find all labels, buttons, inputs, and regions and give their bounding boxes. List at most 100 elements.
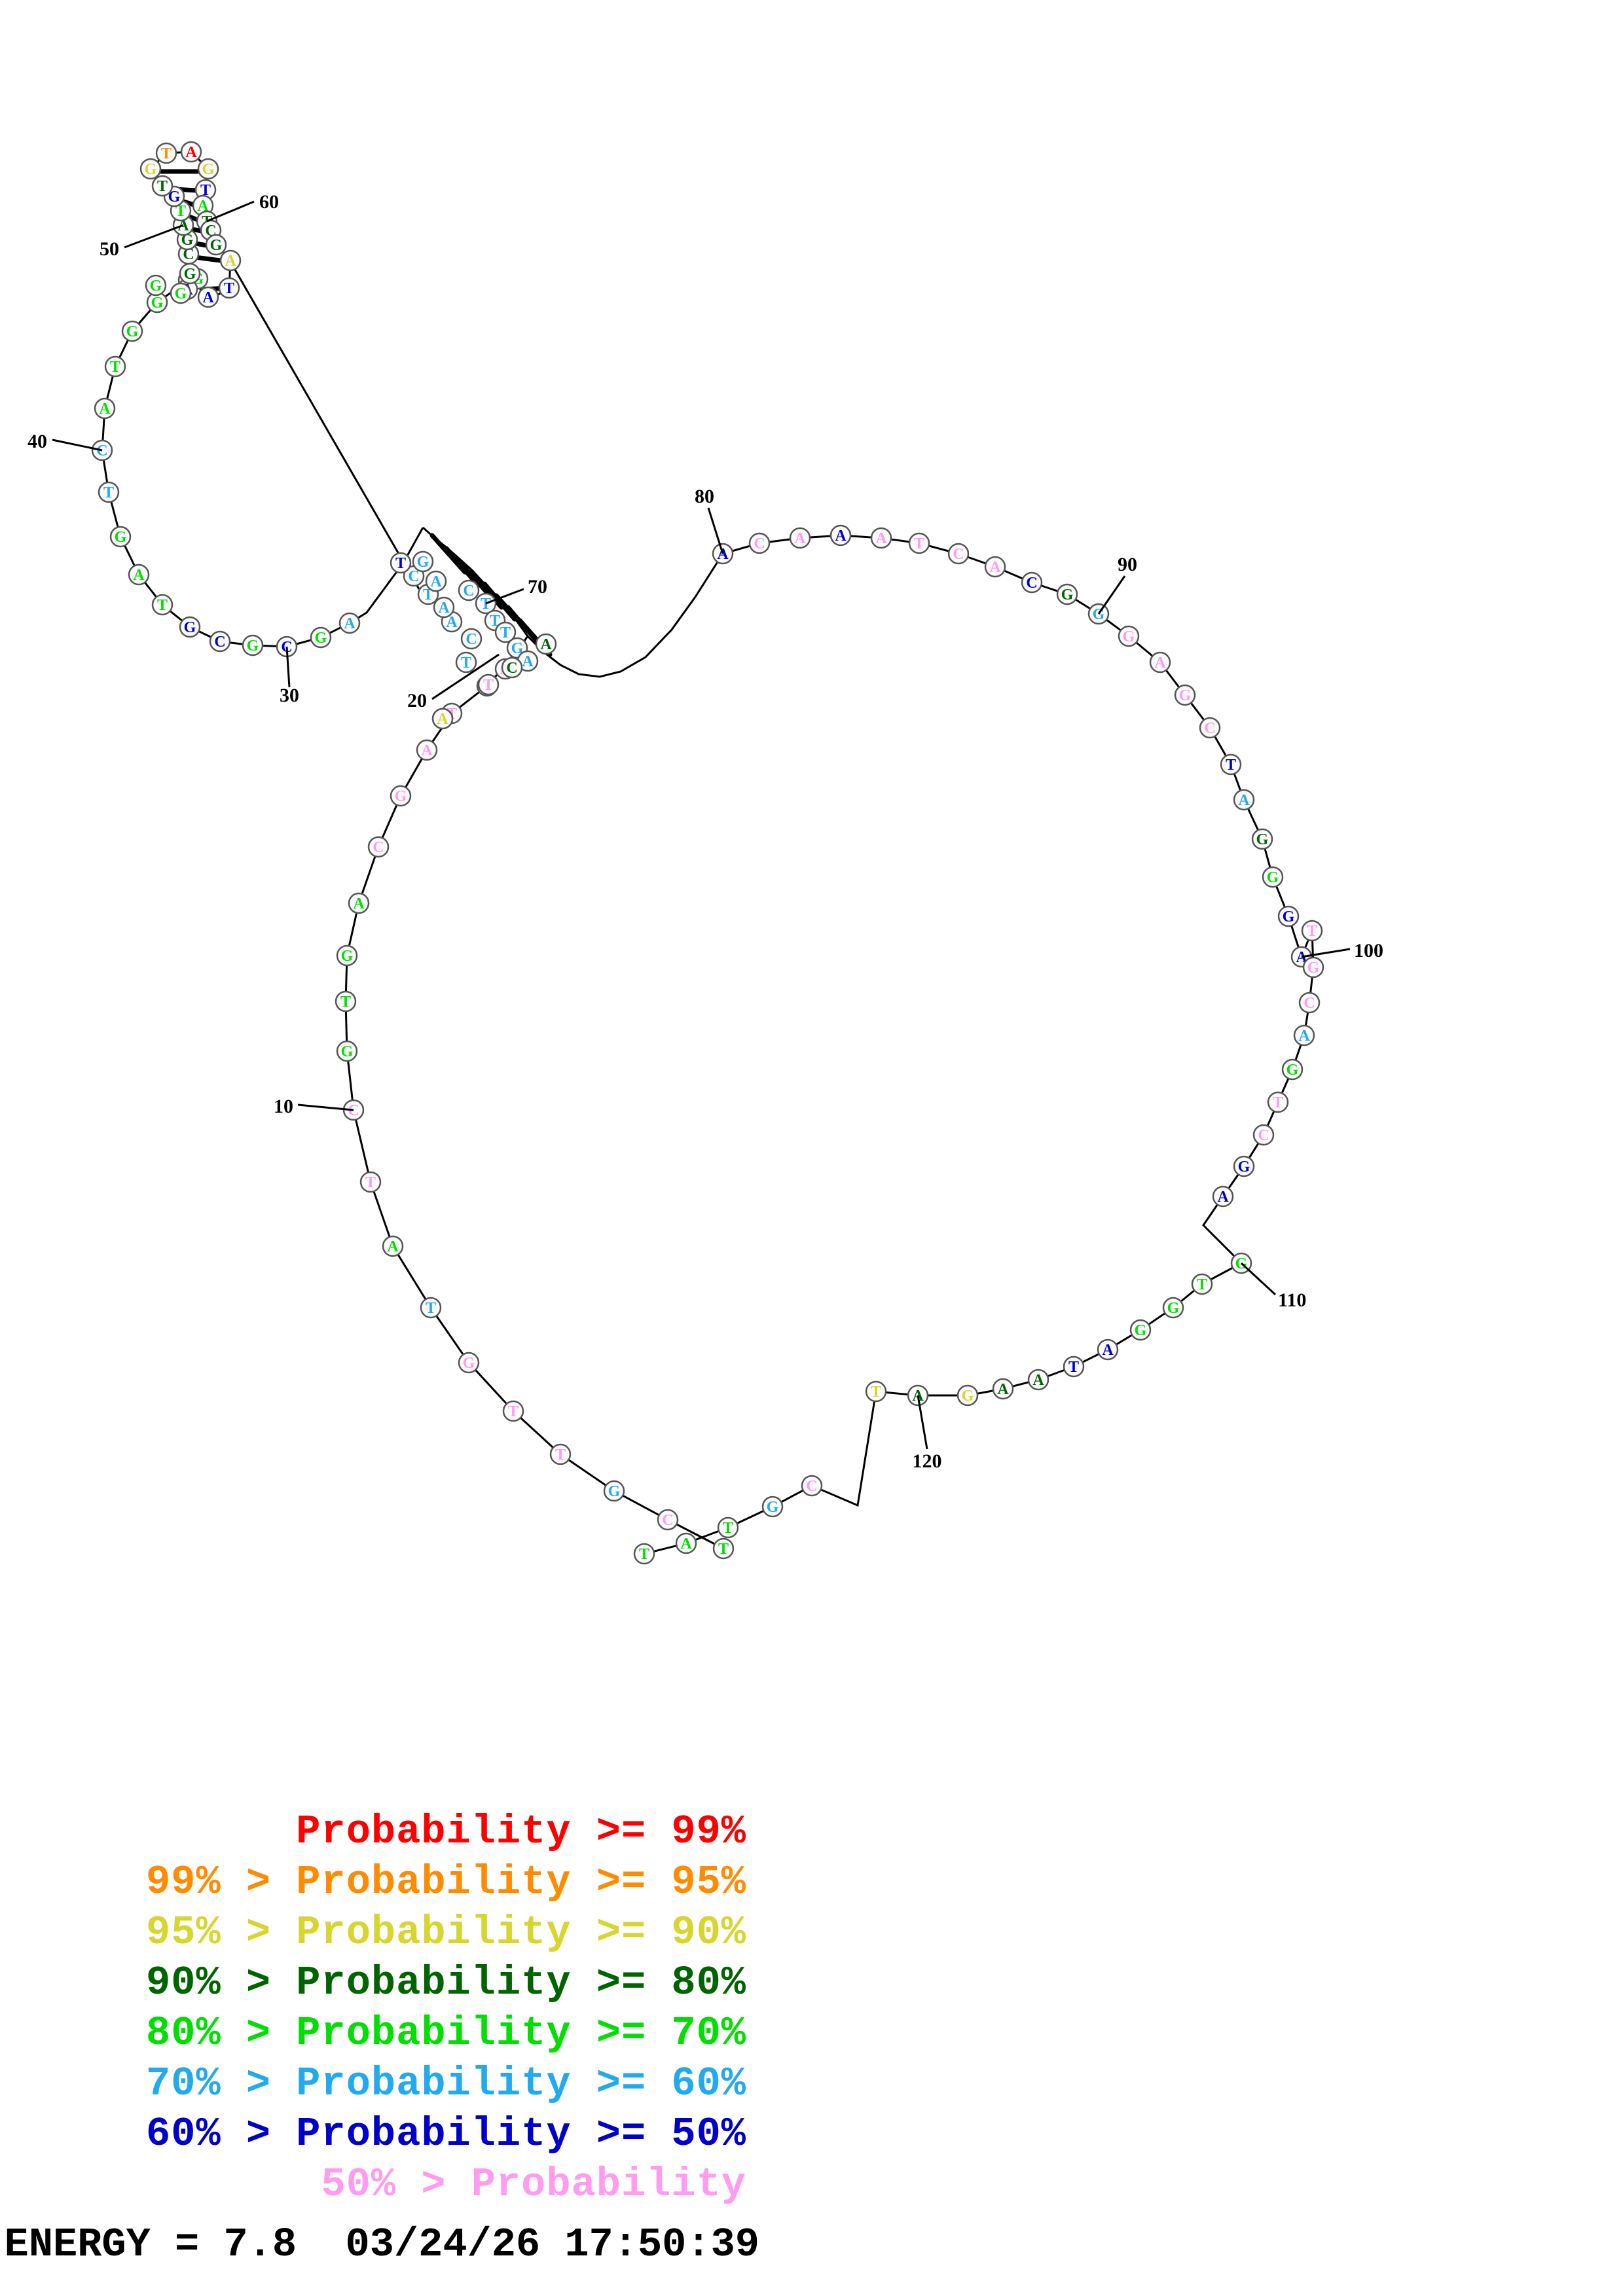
base-letter: T (365, 1174, 376, 1191)
legend-label: Probability >= 99% (296, 1808, 746, 1855)
base-circle (633, 1543, 655, 1565)
base-circle (1281, 1058, 1304, 1081)
base-letter: A (202, 289, 214, 306)
base-circle (535, 633, 557, 655)
base-node: T (155, 142, 177, 164)
base-circle (789, 527, 811, 549)
base-node: A (94, 397, 116, 420)
base-circle (128, 564, 150, 586)
base-circle (139, 158, 162, 180)
position-leader-line (297, 1103, 354, 1111)
base-circle (205, 234, 227, 256)
base-circle (1301, 920, 1323, 942)
base-node: G (1233, 1155, 1255, 1177)
base-circle (801, 1475, 823, 1497)
base-node: C (657, 1509, 679, 1531)
base-circle (1118, 625, 1140, 647)
base-circle (433, 596, 455, 619)
base-letter: G (168, 188, 181, 206)
legend-label: 99% > Probability >= 95% (146, 1859, 746, 1905)
base-node: C (458, 579, 480, 601)
base-circle (412, 550, 434, 573)
position-leader-line (124, 224, 184, 249)
position-label-100: 100 (1354, 940, 1383, 961)
base-circle (957, 1384, 979, 1407)
base-circle (335, 990, 357, 1013)
base-letter: G (1283, 908, 1295, 925)
base-letter: G (1123, 628, 1135, 645)
base-circle (218, 277, 240, 299)
base-nodes: TCGTTGTATCGTGACGATATTCAATACGTCGAGCGTAGTC… (91, 141, 1324, 1565)
base-letter: T (1226, 757, 1236, 774)
base-node: G (109, 526, 132, 548)
base-letter: A (225, 253, 236, 270)
base-letter: T (157, 178, 168, 195)
legend-row: 80% > Probability >= 70% (0, 2008, 1623, 2058)
base-circle (712, 1537, 735, 1560)
position-label-60: 60 (259, 191, 279, 213)
base-letter: C (96, 442, 107, 459)
base-node: G (458, 1352, 480, 1374)
base-node: C (460, 628, 483, 650)
legend-label: 90% > Probability >= 80% (146, 1960, 746, 2006)
base-node: C (1252, 1124, 1275, 1146)
base-node: T (1063, 1355, 1085, 1378)
base-node: A (416, 739, 438, 761)
base-letter: C (373, 839, 384, 856)
base-circle (458, 1352, 480, 1374)
base-letter: T (723, 1520, 733, 1537)
base-letter: T (1307, 923, 1317, 940)
base-letter: G (150, 278, 162, 295)
base-letter: C (183, 246, 194, 263)
base-node: G (336, 944, 358, 967)
base-node: G (957, 1384, 979, 1407)
position-label-120: 120 (913, 1450, 942, 1472)
base-node: G (1277, 905, 1300, 927)
base-node: T (1220, 753, 1242, 776)
base-node: G (121, 320, 143, 342)
base-letter: T (718, 1541, 729, 1558)
position-leader-line (206, 200, 255, 223)
base-circle (390, 552, 412, 574)
base-letter: G (511, 640, 524, 657)
base-circle (717, 1516, 739, 1539)
base-letter: A (835, 528, 847, 545)
position-leader-line (1240, 1262, 1277, 1296)
base-circle (1097, 1338, 1119, 1361)
base-letter: G (184, 619, 196, 636)
base-letter: T (200, 182, 211, 199)
base-circle (151, 175, 173, 197)
position-label-70: 70 (528, 576, 547, 598)
position-label-50: 50 (100, 238, 119, 260)
base-letter: T (555, 1446, 566, 1463)
position-label-40: 40 (27, 431, 47, 452)
legend-label: 60% > Probability >= 50% (146, 2111, 746, 2157)
base-letter: G (202, 161, 215, 178)
base-node: T (908, 532, 930, 554)
base-node: C (209, 630, 231, 653)
base-letter: G (115, 529, 127, 546)
rna-structure-plot: TCGTTGTATCGTGACGATATTCAATACGTCGAGCGTAGTC… (27, 141, 1383, 1565)
base-letter: G (126, 323, 139, 340)
base-letter: G (463, 1355, 475, 1372)
base-letter: G (145, 161, 157, 178)
base-node: C (801, 1475, 823, 1497)
base-letter: T (1273, 1094, 1283, 1111)
base-node: T (359, 1171, 382, 1193)
base-circle (1129, 1319, 1152, 1341)
base-node: A (219, 249, 242, 272)
base-node: T (549, 1443, 572, 1465)
base-node: G (179, 616, 201, 638)
position-leader-line (1097, 575, 1126, 615)
legend-row: 95% > Probability >= 90% (0, 1907, 1623, 1958)
base-letter: G (175, 285, 187, 302)
base-letter: A (185, 144, 197, 161)
base-letter: A (522, 653, 534, 670)
base-node: G (412, 550, 434, 573)
legend-row: 50% > Probability (0, 2159, 1623, 2210)
base-letter: G (181, 232, 194, 249)
base-letter: C (662, 1512, 673, 1529)
base-node: C (748, 532, 771, 554)
base-node: G (761, 1496, 784, 1518)
base-circle (197, 158, 219, 180)
